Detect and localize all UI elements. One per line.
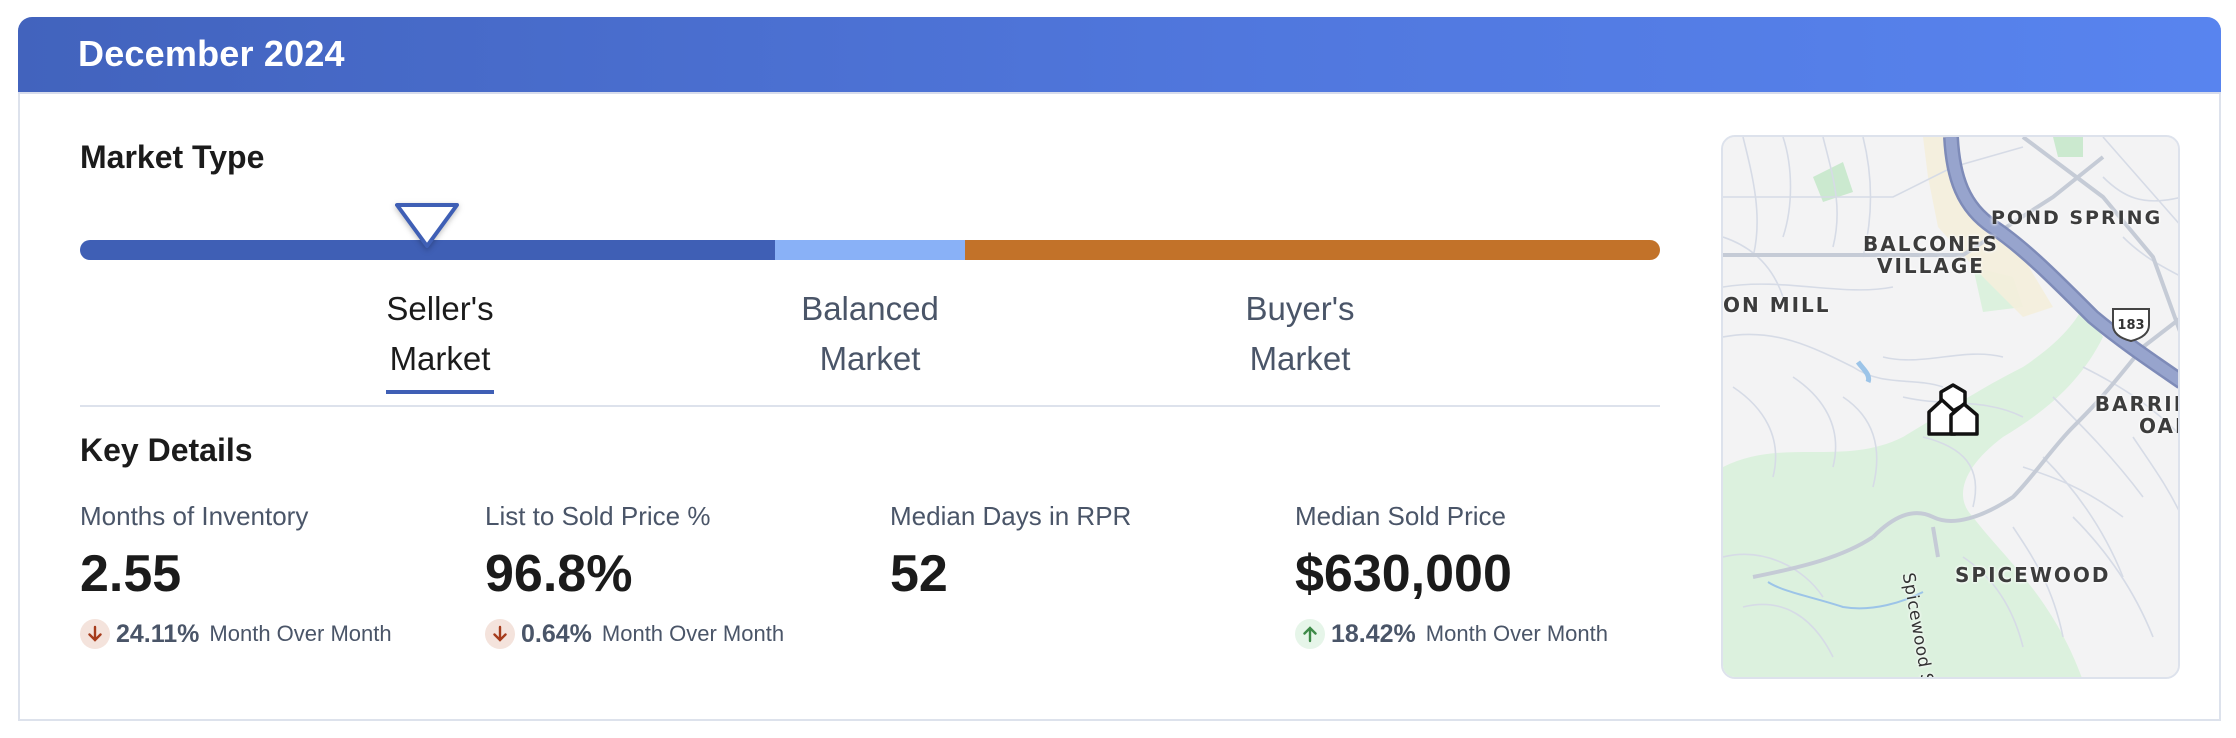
sellers-market-label: Seller's Market xyxy=(320,284,560,394)
change-percent: 0.64% xyxy=(521,619,592,648)
market-indicator-icon xyxy=(395,203,459,248)
change-percent: 24.11% xyxy=(116,619,200,648)
market-type-bar xyxy=(80,240,1660,260)
card-header: December 2024 xyxy=(18,17,2221,94)
sellers-label-line1: Seller's xyxy=(386,290,494,327)
map-label-on-mill: ON MILL xyxy=(1723,293,1831,317)
arrow-down-icon xyxy=(485,619,515,649)
buyers-label-line1: Buyer's xyxy=(1245,290,1355,327)
metric-label: Months of Inventory xyxy=(80,501,309,531)
map-label-line: BALCONES xyxy=(1863,232,1999,256)
key-details-heading: Key Details xyxy=(80,432,253,468)
period-title: December 2024 xyxy=(78,33,345,74)
section-divider xyxy=(80,405,1660,407)
metric-change: 18.42% Month Over Month xyxy=(1295,619,1700,649)
map-label-pond-springs: POND SPRING xyxy=(1991,207,2163,229)
sellers-label-line2: Market xyxy=(389,340,491,377)
metric-median-sold-price: Median Sold Price $630,000 18.42% Month … xyxy=(1295,500,1700,649)
metric-change: 0.64% Month Over Month xyxy=(485,619,890,649)
metric-value: 96.8% xyxy=(485,545,633,603)
highway-183-shield: 183 xyxy=(2117,318,2145,333)
change-period: Month Over Month xyxy=(209,621,392,646)
map-tiles xyxy=(1723,137,2178,677)
balanced-label-line1: Balanced xyxy=(801,290,939,327)
balanced-label-line2: Market xyxy=(819,340,921,377)
map-label-barrington-oaks: BARRIN OAK xyxy=(2093,392,2178,438)
arrow-down-icon xyxy=(80,619,110,649)
balanced-segment xyxy=(775,240,965,260)
sellers-segment xyxy=(80,240,775,260)
metric-change: 24.11% Month Over Month xyxy=(80,619,485,649)
metric-value: 52 xyxy=(890,545,948,603)
metric-label: List to Sold Price % xyxy=(485,501,711,531)
map-label-line: BARRIN xyxy=(2094,392,2178,416)
buyers-label-line2: Market xyxy=(1249,340,1351,377)
area-map[interactable]: POND SPRING BALCONES VILLAGE ON MILL BAR… xyxy=(1721,135,2180,679)
metric-median-days: Median Days in RPR 52 xyxy=(890,500,1295,602)
map-label-spicewood: SPICEWOOD xyxy=(1955,563,2111,587)
metric-list-to-sold: List to Sold Price % 96.8% 0.64% Month O… xyxy=(485,500,890,649)
metric-label: Median Days in RPR xyxy=(890,501,1132,531)
map-label-line: OAK xyxy=(2139,414,2178,438)
metric-value: $630,000 xyxy=(1295,545,1512,603)
change-period: Month Over Month xyxy=(601,621,785,646)
map-label-line: VILLAGE xyxy=(1876,254,1985,278)
market-type-heading: Market Type xyxy=(80,139,265,175)
buyers-market-label: Buyer's Market xyxy=(1180,284,1420,384)
home-cluster-icon[interactable] xyxy=(1925,382,1981,438)
metric-label: Median Sold Price xyxy=(1295,501,1506,531)
metric-value: 2.55 xyxy=(80,545,182,603)
map-label-balcones-village: BALCONES VILLAGE xyxy=(1863,233,1999,277)
arrow-up-icon xyxy=(1295,619,1325,649)
change-percent: 18.42% xyxy=(1331,619,1416,648)
change-period: Month Over Month xyxy=(1425,621,1608,646)
active-market-underline xyxy=(386,390,494,394)
metric-months-of-inventory: Months of Inventory 2.55 24.11% Month Ov… xyxy=(80,500,485,649)
buyers-segment xyxy=(965,240,1660,260)
balanced-market-label: Balanced Market xyxy=(750,284,990,384)
